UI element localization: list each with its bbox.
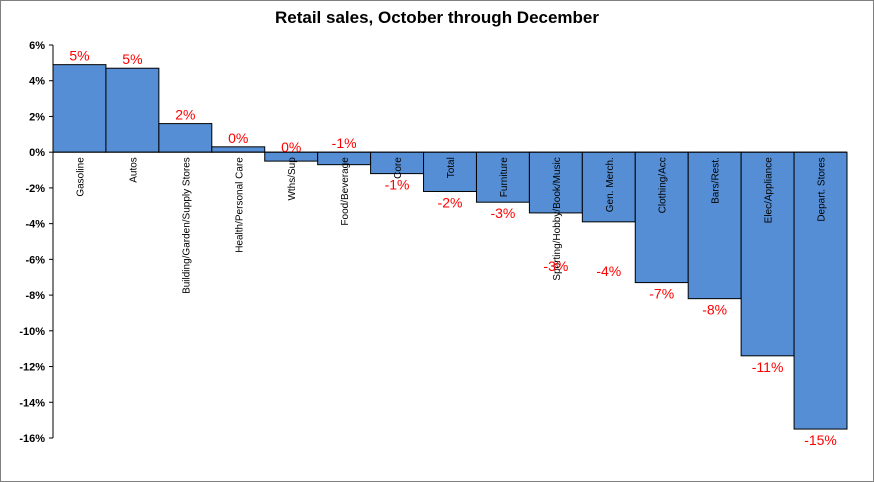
category-label: Furniture [499, 157, 510, 197]
data-label: -8% [702, 302, 727, 318]
category-label: Sporting/Hobby/Book/Music [552, 157, 563, 280]
bar [793, 151, 848, 430]
category-label: Gen. Merch. [605, 157, 616, 212]
y-tick-label: -6% [25, 254, 45, 266]
bar [105, 67, 160, 153]
category-label: Bars/Rest. [711, 157, 722, 204]
data-label: -15% [804, 432, 837, 448]
category-label: Total [446, 157, 457, 178]
y-tick-label: -16% [19, 433, 45, 445]
data-label: -2% [438, 194, 463, 210]
category-label: Health/Personal Care [234, 157, 245, 253]
bar [634, 151, 689, 284]
y-tick-label: 6% [29, 40, 45, 52]
y-tick-label: 0% [29, 147, 45, 159]
data-label: -1% [385, 177, 410, 193]
data-label: -3% [490, 205, 515, 221]
y-tick-label: -2% [25, 183, 45, 195]
bar [52, 64, 107, 153]
chart-title: Retail sales, October through December [274, 8, 600, 27]
bar [158, 123, 213, 153]
category-label: Food/Beverage [340, 157, 351, 226]
category-label: Core [393, 157, 404, 179]
data-label: 0% [228, 130, 248, 146]
y-tick-label: -12% [19, 362, 45, 374]
category-label: Depart. Stores [817, 157, 828, 221]
y-tick-label: 4% [29, 76, 45, 88]
data-label: 5% [122, 51, 142, 67]
category-label: Gasoline [75, 157, 86, 197]
y-tick-label: -8% [25, 290, 45, 302]
data-label: 5% [69, 48, 89, 64]
bar [740, 151, 795, 357]
data-label: -7% [649, 286, 674, 302]
data-label: -1% [332, 135, 357, 151]
category-label: Elec/Appliance [764, 157, 775, 224]
category-label: Autos [128, 157, 139, 183]
category-label: Clothing/Acc [658, 157, 669, 213]
category-label: Building/Garden/Supply Stores [181, 157, 192, 294]
bar [211, 146, 266, 153]
y-tick-label: -14% [19, 397, 45, 409]
y-tick-label: 2% [29, 111, 45, 123]
y-tick-label: -10% [19, 326, 45, 338]
data-label: -11% [752, 359, 784, 375]
y-tick-label: -4% [25, 219, 45, 231]
data-label: 2% [175, 107, 195, 123]
category-label: Wths/Sup [287, 157, 298, 201]
data-label: 0% [281, 139, 301, 155]
data-label: -4% [596, 263, 621, 279]
data-label: -3% [543, 258, 568, 274]
